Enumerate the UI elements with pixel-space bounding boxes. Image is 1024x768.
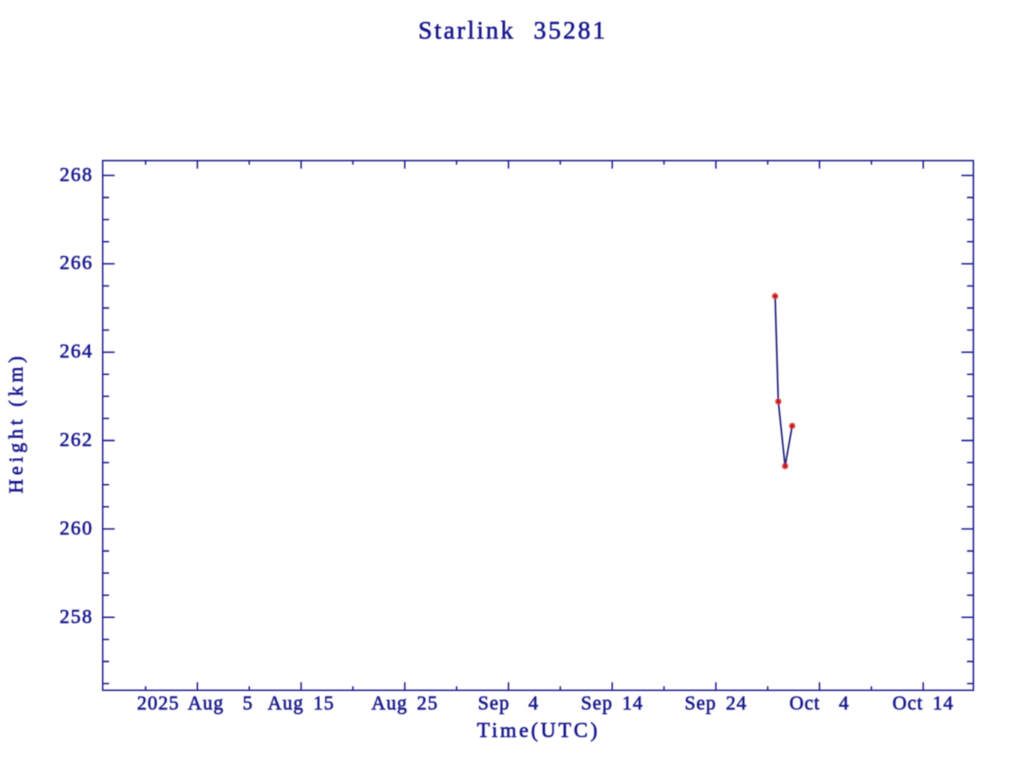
svg-text:Time(UTC): Time(UTC) <box>477 718 600 742</box>
svg-text:Oct 14: Oct 14 <box>892 694 953 715</box>
svg-text:268: 268 <box>60 164 94 186</box>
svg-text:258: 258 <box>60 606 94 628</box>
svg-text:Starlink 35281: Starlink 35281 <box>418 18 607 45</box>
svg-text:Height (km): Height (km) <box>6 352 28 493</box>
svg-text:Aug 25: Aug 25 <box>371 694 438 715</box>
svg-text:264: 264 <box>60 341 94 363</box>
svg-text:Aug 15: Aug 15 <box>268 694 335 715</box>
svg-text:Sep 4: Sep 4 <box>478 694 539 715</box>
svg-text:Oct 4: Oct 4 <box>789 694 849 715</box>
svg-text:266: 266 <box>60 252 94 274</box>
svg-text:262: 262 <box>60 429 94 451</box>
svg-text:Sep 24: Sep 24 <box>685 694 748 715</box>
svg-text:Sep 14: Sep 14 <box>581 694 644 715</box>
svg-text:2025 Aug 5: 2025 Aug 5 <box>137 694 253 715</box>
svg-text:260: 260 <box>60 517 94 539</box>
